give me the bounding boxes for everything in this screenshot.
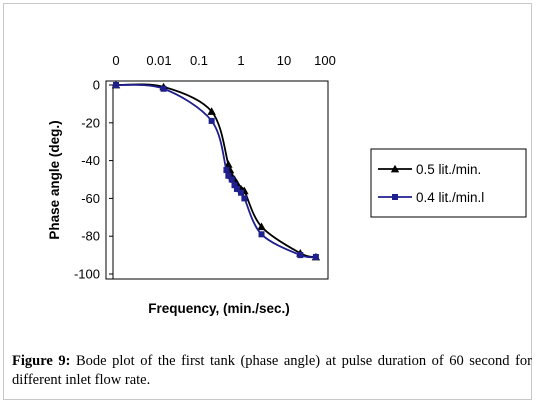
data-point [233, 185, 240, 192]
caption-text: Bode plot of the first tank (phase angle… [12, 353, 533, 388]
x-axis-title: Frequency, (min./sec.) [148, 301, 290, 316]
data-point [258, 231, 265, 238]
legend-label: 0.4 lit./min.l [416, 190, 484, 205]
figure-caption: Figure 9: Bode plot of the first tank (p… [12, 352, 532, 390]
legend-marker [392, 194, 398, 200]
data-point [160, 85, 167, 92]
legend: 0.5 lit./min. 0.4 lit./min.l [370, 148, 527, 218]
data-point [238, 189, 244, 196]
legend-label: 0.5 lit./min. [416, 162, 481, 177]
y-tick-label: -60 [81, 191, 100, 206]
y-tick-label: -40 [81, 153, 100, 168]
data-point [208, 117, 215, 124]
x-tick-label: 0.1 [190, 53, 208, 68]
x-tick-label: 1 [237, 53, 244, 68]
data-point [207, 107, 216, 115]
data-point [225, 172, 232, 179]
y-tick-label: -100 [74, 267, 100, 282]
data-point [257, 222, 266, 231]
series-line [115, 83, 317, 258]
x-tick-label: 0.01 [146, 53, 171, 68]
series-line [115, 83, 317, 259]
figure-frame: 0 0.01 0.1 1 10 100 0 -20 -40 -60 -80 -100 Frequen… [3, 3, 532, 400]
legend-box [370, 148, 527, 218]
series-1 [111, 80, 321, 261]
x-tick-label: 10 [277, 53, 291, 68]
data-point [312, 253, 319, 260]
data-point [113, 82, 119, 88]
x-tick-label: 0 [112, 53, 119, 68]
y-axis-title: Phase angle (deg.) [47, 120, 62, 239]
caption-label: Figure 9: [12, 353, 71, 369]
legend-marker [390, 164, 400, 173]
x-tick-label: 100 [314, 53, 336, 68]
series-2 [113, 82, 319, 260]
y-tick-label: -20 [81, 115, 100, 130]
y-tick-label: 0 [93, 78, 100, 93]
data-point [228, 176, 235, 183]
data-point [223, 167, 230, 174]
y-tick-label: -80 [81, 229, 100, 244]
data-point [231, 182, 238, 189]
data-point [297, 252, 304, 259]
bode-phase-chart: 0 0.01 0.1 1 10 100 0 -20 -40 -60 -80 -100 Frequen… [47, 53, 527, 316]
data-point [241, 195, 248, 202]
plot-area-frame [105, 80, 329, 280]
